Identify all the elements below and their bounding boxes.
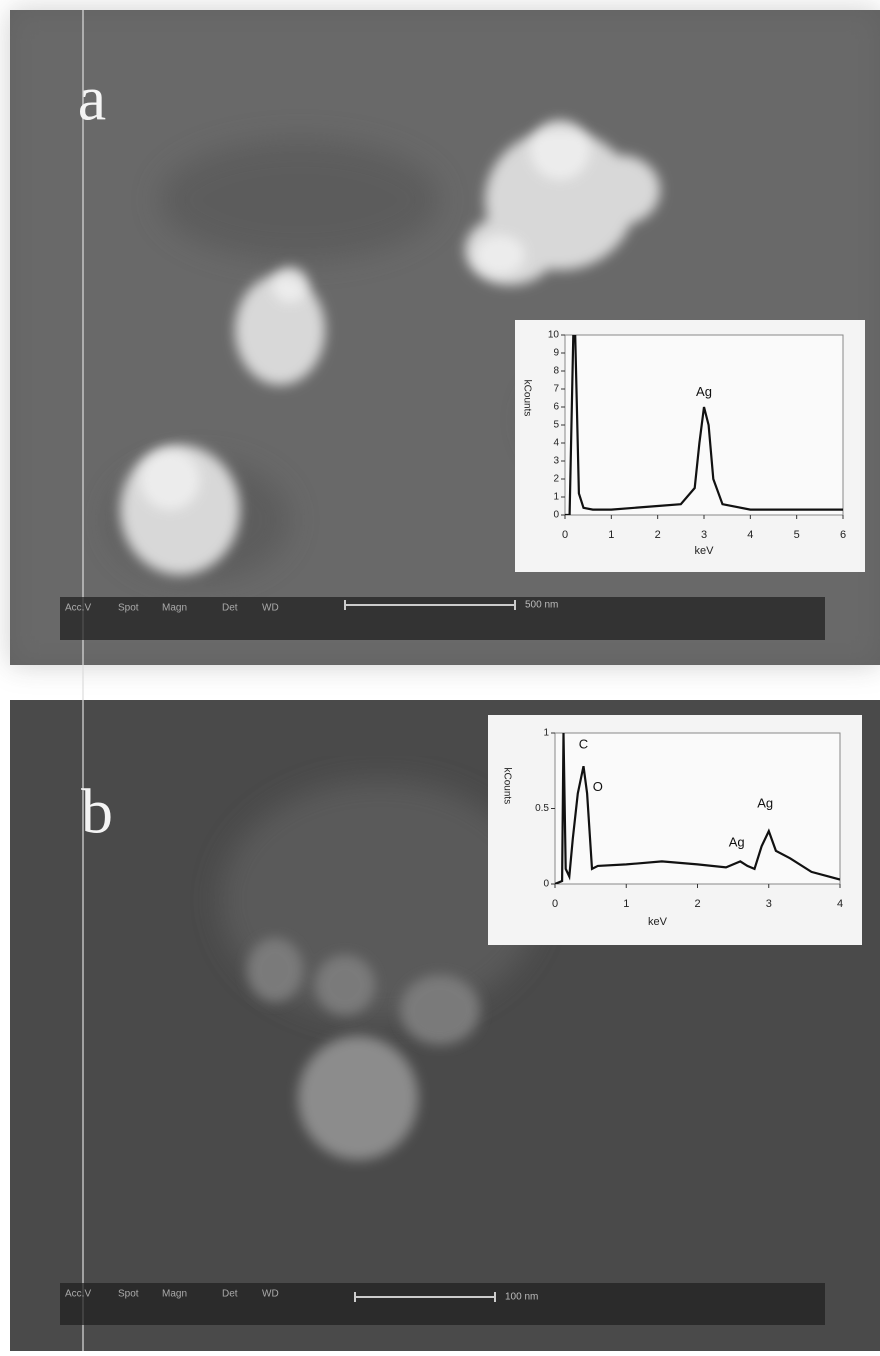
y-tick-label: 1 — [553, 492, 559, 503]
x-tick-label: 4 — [747, 529, 753, 541]
panel-label: a — [78, 63, 106, 134]
y-tick-label: 8 — [553, 366, 559, 377]
x-tick-label: 4 — [837, 898, 843, 910]
info-header: Spot — [118, 1289, 139, 1300]
y-tick-label: 1 — [543, 728, 549, 739]
peak-label: C — [579, 737, 588, 752]
info-header: WD — [262, 603, 279, 614]
y-tick-label: 7 — [553, 384, 559, 395]
scale-bar-label: 100 nm — [505, 1292, 538, 1303]
info-header: Acc.V — [65, 1289, 91, 1300]
info-header: Magn — [162, 1289, 187, 1300]
y-axis-label: kCounts — [521, 380, 532, 417]
x-axis-label: keV — [695, 545, 715, 557]
y-tick-label: 10 — [548, 330, 560, 341]
plot-frame — [555, 733, 840, 884]
x-tick-label: 0 — [552, 898, 558, 910]
x-tick-label: 5 — [794, 529, 800, 541]
info-header: WD — [262, 1289, 279, 1300]
x-tick-label: 3 — [701, 529, 707, 541]
y-tick-label: 5 — [553, 420, 559, 431]
info-header: Det — [222, 1289, 238, 1300]
y-tick-label: 2 — [553, 474, 559, 485]
info-header: Magn — [162, 603, 187, 614]
x-tick-label: 2 — [694, 898, 700, 910]
info-header: Acc.V — [65, 603, 91, 614]
y-tick-label: 4 — [553, 438, 559, 449]
x-tick-label: 2 — [655, 529, 661, 541]
x-axis-label: keV — [648, 916, 668, 928]
info-header: Spot — [118, 603, 139, 614]
peak-label: O — [593, 779, 603, 794]
y-tick-label: 3 — [553, 456, 559, 467]
y-tick-label: 6 — [553, 402, 559, 413]
panel-label: b — [81, 776, 113, 847]
y-tick-label: 9 — [553, 348, 559, 359]
x-tick-label: 0 — [562, 529, 568, 541]
y-tick-label: 0 — [553, 510, 559, 521]
y-tick-label: 0.5 — [535, 803, 549, 814]
peak-label: Ag — [696, 384, 712, 399]
peak-label: Ag — [729, 835, 745, 850]
x-tick-label: 1 — [608, 529, 614, 541]
y-tick-label: 0 — [543, 879, 549, 890]
info-header: Det — [222, 603, 238, 614]
figure: a Acc.V Spot Magn Det WD 500 nm b Acc.V Spot Magn D… — [0, 0, 880, 1351]
x-tick-label: 1 — [623, 898, 629, 910]
y-axis-label: kCounts — [501, 768, 512, 805]
peak-label: Ag — [757, 795, 773, 810]
scale-bar-label: 500 nm — [525, 600, 558, 611]
x-tick-label: 3 — [766, 898, 772, 910]
x-tick-label: 6 — [840, 529, 846, 541]
plot-frame — [565, 335, 843, 515]
